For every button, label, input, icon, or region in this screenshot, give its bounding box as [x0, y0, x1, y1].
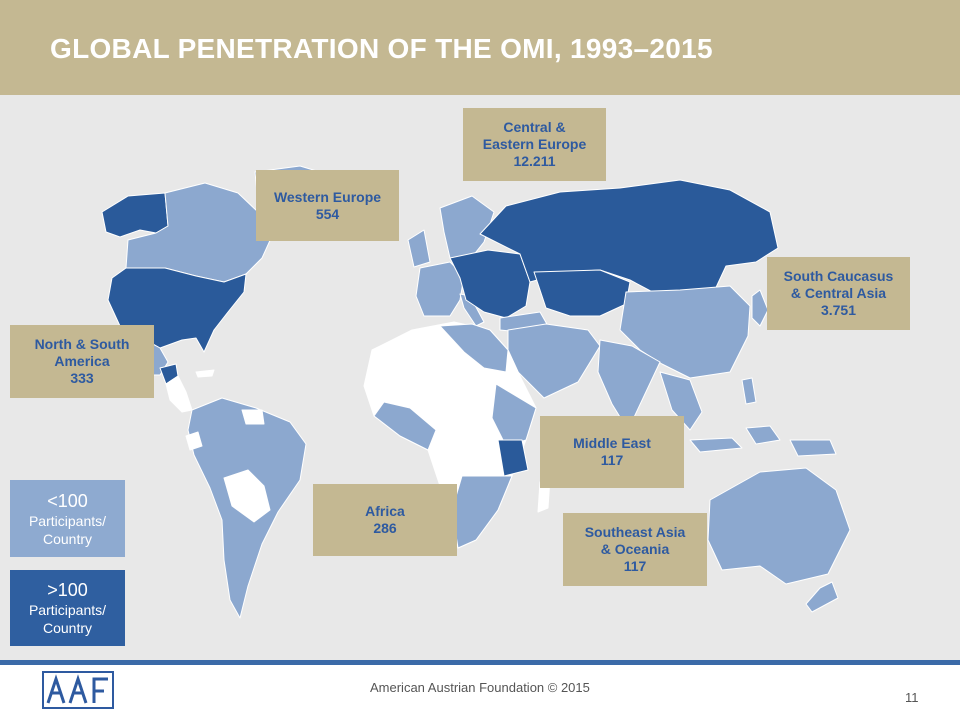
header-bar: GLOBAL PENETRATION OF THE OMI, 1993–2015: [0, 0, 960, 95]
region-label: Middle East: [573, 435, 651, 451]
aaf-logo-graphic: [42, 671, 114, 709]
legend-label: Participants/: [28, 602, 107, 618]
map-philippines: [741, 377, 757, 405]
region-value: 554: [315, 205, 340, 222]
map-japan: [751, 289, 769, 327]
map-indonesia-1: [689, 437, 743, 453]
world-map: [101, 165, 851, 619]
map-africa-south: [451, 475, 513, 549]
map-alaska: [101, 192, 169, 238]
legend-label: Participants/: [28, 512, 107, 529]
region-central-eastern-europe: Central & Eastern Europe 12.211: [463, 108, 606, 181]
map-indonesia-2: [745, 425, 781, 445]
page-title: GLOBAL PENETRATION OF THE OMI, 1993–2015: [50, 33, 713, 64]
region-value: 286: [373, 520, 397, 536]
region-label: North & South: [34, 336, 130, 352]
map-uk: [407, 229, 431, 268]
region-value: 117: [600, 452, 624, 468]
map-australia: [707, 467, 851, 585]
map-south-america-nodata: [223, 469, 271, 523]
region-middle-east: Middle East 117: [540, 416, 684, 488]
map-southeast-asia: [659, 371, 703, 431]
map-africa-north: [439, 323, 509, 373]
map-ecuador-nodata: [185, 431, 203, 451]
region-value: 3.751: [820, 302, 857, 318]
map-guyana-nodata: [241, 409, 265, 425]
footer-copyright: American Austrian Foundation © 2015: [370, 680, 590, 695]
region-americas: North & South America 333: [10, 325, 154, 398]
map-africa-west: [373, 401, 437, 451]
region-label: Southeast Asia: [584, 524, 686, 540]
map-central-asia: [533, 269, 631, 317]
map-tanzania: [497, 439, 529, 477]
map-western-europe: [415, 261, 465, 317]
legend-label: Country: [42, 530, 93, 547]
legend-high: >100 Participants/ Country: [10, 570, 125, 646]
region-value: 117: [623, 558, 647, 574]
region-label: America: [54, 353, 110, 369]
map-china: [619, 285, 751, 379]
region-label: Eastern Europe: [482, 136, 587, 152]
map-papua: [789, 439, 837, 457]
map-central-america-nodata: [165, 375, 193, 413]
map-india: [597, 339, 661, 431]
region-label: Central &: [503, 119, 566, 135]
map-area: [0, 95, 960, 660]
region-label: South Caucasus: [783, 268, 894, 284]
region-value: 333: [70, 370, 94, 386]
map-caribbean: [195, 369, 215, 378]
map-scandinavia: [439, 195, 495, 263]
legend-threshold: >100: [47, 580, 88, 600]
region-label: & Oceania: [600, 541, 670, 557]
region-africa: Africa 286: [313, 484, 457, 556]
region-western-europe: Western Europe 554: [256, 170, 399, 241]
legend-threshold: <100: [47, 490, 88, 511]
legend-low: <100 Participants/ Country: [10, 480, 125, 557]
region-value: 12.211: [513, 153, 556, 169]
region-label: Western Europe: [273, 188, 382, 205]
page-number: 11: [905, 690, 919, 705]
aaf-logo: [42, 671, 114, 714]
region-label: Africa: [365, 503, 405, 519]
region-south-caucasus: South Caucasus & Central Asia 3.751: [767, 257, 910, 330]
region-southeast-asia: Southeast Asia & Oceania 117: [563, 513, 707, 586]
region-label: & Central Asia: [790, 285, 887, 301]
map-new-zealand: [805, 581, 839, 613]
map-central-eastern-europe: [449, 249, 531, 319]
legend-label: Country: [42, 620, 93, 636]
footer-divider: [0, 660, 960, 665]
